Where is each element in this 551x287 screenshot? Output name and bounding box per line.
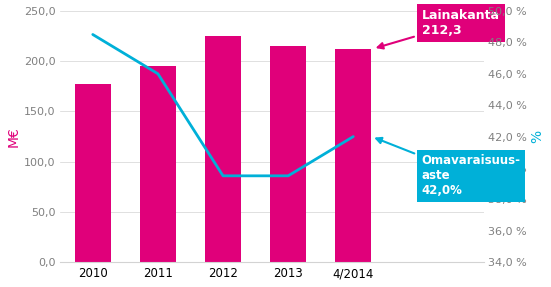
Bar [270, 46, 306, 262]
Bar [336, 49, 371, 262]
Y-axis label: %: % [530, 130, 544, 143]
Bar [140, 66, 176, 262]
Y-axis label: M€: M€ [7, 126, 21, 147]
Bar [75, 84, 111, 262]
Bar [205, 36, 241, 262]
Text: Omavaraisuus-
aste
42,0%: Omavaraisuus- aste 42,0% [376, 138, 521, 197]
Text: Lainakanta
212,3: Lainakanta 212,3 [378, 9, 500, 49]
